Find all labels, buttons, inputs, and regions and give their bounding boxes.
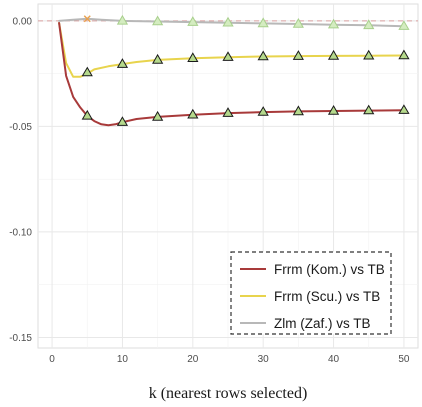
triangle-marker [152, 53, 164, 64]
legend-label: Frrm (Kom.) vs TB [274, 262, 385, 277]
triangle-marker [292, 17, 304, 28]
series-line-2 [58, 22, 405, 78]
triangle-marker [81, 66, 93, 77]
legend: Frrm (Kom.) vs TB Frrm (Scu.) vs TB Zlm (Z… [230, 251, 392, 335]
legend-label: Frrm (Scu.) vs TB [274, 289, 380, 304]
triangle-marker [222, 51, 234, 61]
triangle-marker [257, 50, 269, 61]
x-tick-label: 40 [328, 354, 340, 365]
triangle-marker [398, 20, 410, 30]
y-tick-label: -0.10 [9, 227, 32, 238]
triangle-marker [81, 109, 93, 120]
triangle-marker [187, 16, 199, 26]
triangle-marker [363, 49, 375, 60]
y-tick-label: -0.15 [9, 333, 32, 344]
triangle-marker [327, 49, 340, 60]
triangle-marker [363, 19, 375, 30]
x-tick-label: 10 [117, 354, 129, 365]
triangle-marker [187, 52, 199, 62]
triangle-marker [327, 18, 340, 29]
x-axis-title: k (nearest rows selected) [149, 385, 308, 402]
triangle-marker [257, 106, 269, 116]
triangle-marker [292, 50, 304, 60]
x-marker [83, 15, 91, 23]
tick-labels: 0 10 20 30 40 50 0.00 -0.05 -0.10 -0.15 [9, 16, 410, 365]
x-tick-label: 0 [49, 354, 55, 365]
triangle-marker [152, 110, 164, 121]
triangle-marker [116, 116, 129, 126]
legend-label: Zlm (Zaf.) vs TB [274, 316, 371, 331]
triangle-marker [222, 16, 234, 27]
x-tick-label: 20 [187, 354, 199, 365]
grid [37, 3, 419, 349]
triangle-marker [363, 104, 375, 115]
marker-layer [81, 14, 410, 126]
triangle-marker [116, 58, 129, 68]
y-tick-label: -0.05 [9, 122, 32, 133]
triangle-marker [327, 105, 340, 115]
triangle-marker [257, 17, 269, 28]
triangle-marker [222, 107, 234, 117]
legend-box [230, 251, 392, 335]
triangle-marker [398, 49, 410, 60]
x-tick-label: 30 [258, 354, 270, 365]
triangle-marker [187, 108, 199, 119]
triangle-marker [152, 15, 164, 26]
triangle-marker [398, 104, 410, 114]
y-tick-label: 0.00 [13, 16, 33, 27]
x-tick-label: 50 [398, 354, 410, 365]
triangle-marker [292, 105, 304, 116]
triangle-marker [116, 14, 129, 25]
